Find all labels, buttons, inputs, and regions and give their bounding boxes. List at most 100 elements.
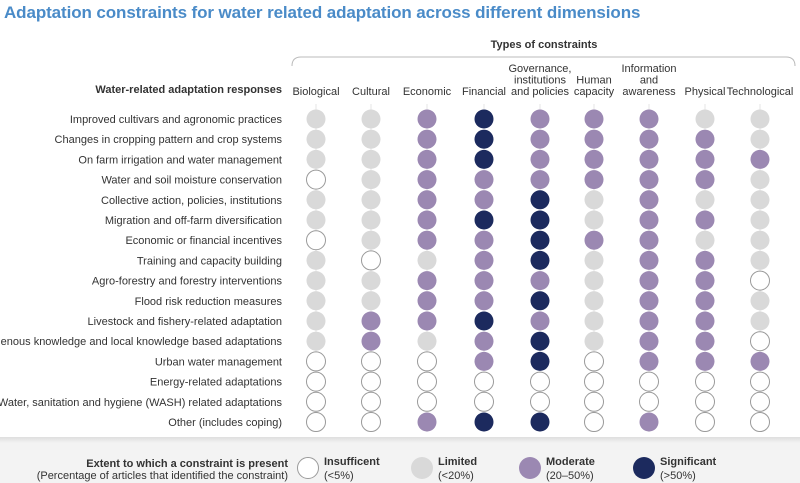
cell-insufficient	[750, 412, 770, 432]
cell-limited	[306, 109, 326, 129]
cell-limited	[750, 109, 770, 129]
cell-limited	[306, 129, 326, 149]
cell-insufficient	[750, 331, 770, 352]
cell-limited	[750, 311, 770, 331]
cell-moderate	[361, 331, 381, 351]
row-label: Training and capacity building	[137, 255, 282, 267]
cell-limited	[361, 129, 381, 149]
row-label: Energy-related adaptations	[150, 377, 283, 389]
cell-moderate	[417, 311, 437, 331]
cell-limited	[306, 271, 326, 291]
cell-insufficient	[695, 391, 715, 412]
cell-moderate	[639, 129, 659, 149]
cell-moderate	[474, 230, 494, 250]
cell-limited	[306, 250, 326, 270]
cell-limited	[306, 149, 326, 169]
cell-insufficient	[417, 371, 437, 392]
constraint-matrix: Types of constraints Water-related adapta…	[0, 39, 796, 432]
cell-moderate	[474, 331, 494, 351]
column-label: capacity	[574, 86, 615, 98]
cell-limited	[750, 210, 770, 230]
column-label: and	[640, 75, 658, 87]
cell-moderate	[474, 190, 494, 210]
cell-moderate	[695, 149, 715, 169]
cell-limited	[361, 190, 381, 210]
cell-moderate	[639, 190, 659, 210]
cell-moderate	[584, 109, 604, 129]
column-label: institutions	[514, 75, 566, 87]
cell-moderate	[474, 351, 494, 371]
row-label: Improved cultivars and agronomic practic…	[70, 114, 283, 126]
cell-significant	[530, 291, 550, 311]
row-label: Urban water management	[155, 356, 282, 368]
cell-moderate	[417, 109, 437, 129]
cell-limited	[361, 109, 381, 129]
cell-limited	[584, 250, 604, 270]
cell-limited	[306, 331, 326, 351]
column-group-label: Types of constraints	[491, 39, 598, 51]
row-label: Other (includes coping)	[168, 417, 282, 429]
cell-insufficient	[361, 412, 381, 432]
cell-limited	[361, 210, 381, 230]
legend-range-significant: (>50%)	[660, 470, 696, 482]
cell-moderate	[584, 149, 604, 169]
cell-moderate	[417, 412, 437, 432]
cell-moderate	[530, 170, 550, 190]
cell-moderate	[639, 311, 659, 331]
cell-moderate	[417, 149, 437, 169]
cell-moderate	[750, 149, 770, 169]
cell-significant	[474, 311, 494, 331]
legend-band	[0, 437, 800, 483]
column-label: Governance,	[509, 63, 572, 75]
cell-insufficient	[361, 351, 381, 372]
cell-moderate	[474, 170, 494, 190]
cell-significant	[474, 412, 494, 432]
row-label: Collective action, policies, institution…	[101, 195, 282, 207]
cell-moderate	[639, 109, 659, 129]
cell-insufficient	[417, 391, 437, 412]
cell-limited	[695, 230, 715, 250]
column-label: Financial	[462, 86, 506, 98]
cell-limited	[361, 149, 381, 169]
cell-limited	[417, 250, 437, 270]
cell-insufficient	[306, 412, 326, 432]
column-group-bracket	[291, 56, 796, 67]
row-label: Agro-forestry and forestry interventions	[92, 276, 283, 288]
legend-label-significant: Significant	[660, 456, 717, 468]
cell-moderate	[639, 291, 659, 311]
cell-insufficient	[750, 391, 770, 412]
cell-limited	[750, 170, 770, 190]
cell-significant	[530, 331, 550, 351]
cell-significant	[474, 129, 494, 149]
cell-moderate	[695, 210, 715, 230]
legend-range-moderate: (20–50%)	[546, 470, 594, 482]
cell-moderate	[474, 291, 494, 311]
cell-limited	[584, 210, 604, 230]
legend-range-limited: (<20%)	[438, 470, 474, 482]
cell-moderate	[695, 311, 715, 331]
cell-insufficient	[474, 371, 494, 392]
cell-moderate	[639, 331, 659, 351]
cell-moderate	[639, 271, 659, 291]
cell-insufficient	[306, 391, 326, 412]
cell-significant	[530, 230, 550, 250]
cell-moderate	[584, 129, 604, 149]
cell-limited	[306, 190, 326, 210]
cell-moderate	[417, 271, 437, 291]
cell-moderate	[695, 129, 715, 149]
cell-significant	[530, 210, 550, 230]
cell-insufficient	[306, 230, 326, 251]
cell-insufficient	[695, 412, 715, 432]
cell-insufficient	[530, 371, 550, 392]
cell-moderate	[584, 230, 604, 250]
cell-moderate	[639, 230, 659, 250]
column-label: Information	[621, 63, 676, 75]
cell-moderate	[750, 351, 770, 371]
column-label: Biological	[292, 86, 339, 98]
cell-insufficient	[639, 391, 659, 412]
cell-insufficient	[361, 371, 381, 392]
cell-moderate	[417, 291, 437, 311]
cell-limited	[306, 210, 326, 230]
cell-limited	[306, 311, 326, 331]
cell-significant	[474, 109, 494, 129]
